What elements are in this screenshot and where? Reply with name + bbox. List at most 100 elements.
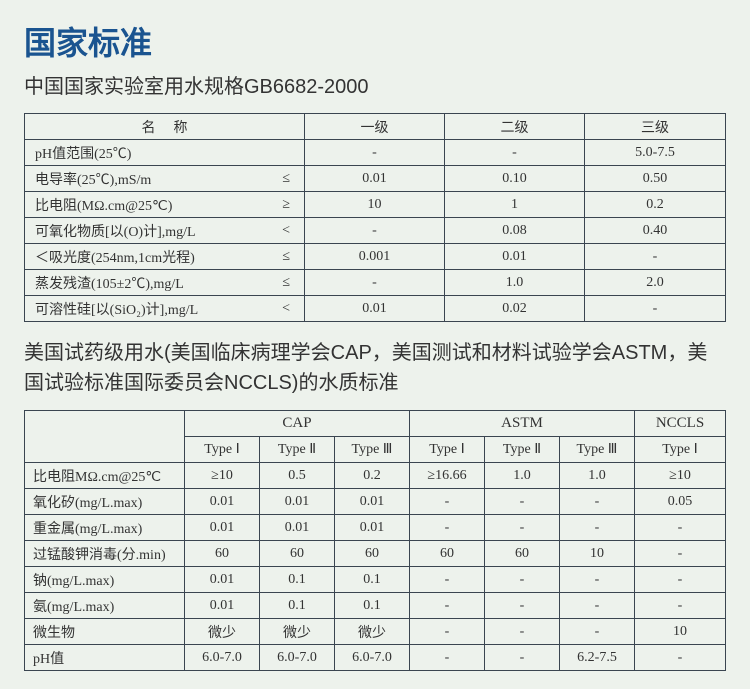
cell: 10	[635, 619, 726, 645]
table-row: 钠(mg/L.max)0.010.10.1----	[25, 567, 726, 593]
group-nccls: NCCLS	[635, 411, 726, 437]
cell: 1.0	[560, 463, 635, 489]
cell: -	[560, 515, 635, 541]
sub-astm-2: Type Ⅱ	[485, 437, 560, 463]
sub-astm-3: Type Ⅲ	[560, 437, 635, 463]
cell: 0.2	[585, 192, 726, 218]
cell: 5.0-7.5	[585, 140, 726, 166]
sub-astm-1: Type Ⅰ	[410, 437, 485, 463]
cell: 6.2-7.5	[560, 645, 635, 671]
table-row: pH值范围(25℃)--5.0-7.5	[25, 140, 726, 166]
table-us-standards: CAP ASTM NCCLS Type Ⅰ Type Ⅱ Type Ⅲ Type…	[24, 410, 726, 671]
table-row: 氧化矽(mg/L.max)0.010.010.01---0.05	[25, 489, 726, 515]
cell: 1.0	[445, 270, 585, 296]
table-row: 电导率(25℃),mS/m≤0.010.100.50	[25, 166, 726, 192]
cell: 60	[260, 541, 335, 567]
row-operator: ≤	[282, 249, 290, 265]
cell: -	[485, 515, 560, 541]
cell: 10	[305, 192, 445, 218]
cell: 0.01	[260, 489, 335, 515]
cell: -	[485, 593, 560, 619]
cell: 60	[410, 541, 485, 567]
col-level2: 二级	[445, 114, 585, 140]
cell: ≥10	[185, 463, 260, 489]
group-astm: ASTM	[410, 411, 635, 437]
cell: 2.0	[585, 270, 726, 296]
cell: 微少	[260, 619, 335, 645]
cell: 0.01	[260, 515, 335, 541]
cell: -	[305, 218, 445, 244]
col-level3: 三级	[585, 114, 726, 140]
cell: -	[560, 619, 635, 645]
row-label: 氧化矽(mg/L.max)	[25, 489, 185, 515]
cell: 60	[335, 541, 410, 567]
row-label: 重金属(mg/L.max)	[25, 515, 185, 541]
row-label: 可氧化物质[以(O)计],mg/L<	[25, 218, 305, 244]
cell: -	[560, 593, 635, 619]
cell: -	[485, 619, 560, 645]
cell: -	[635, 567, 726, 593]
cell: 0.10	[445, 166, 585, 192]
cell: -	[410, 567, 485, 593]
cell: -	[635, 515, 726, 541]
row-label: 微生物	[25, 619, 185, 645]
cell: 1.0	[485, 463, 560, 489]
cell: 0.01	[335, 515, 410, 541]
cell: -	[445, 140, 585, 166]
cell: 0.01	[185, 489, 260, 515]
cell: -	[485, 567, 560, 593]
cell: 6.0-7.0	[335, 645, 410, 671]
row-label: 电导率(25℃),mS/m≤	[25, 166, 305, 192]
cell: -	[410, 489, 485, 515]
cell: -	[635, 541, 726, 567]
cell: 60	[485, 541, 560, 567]
cell: -	[560, 489, 635, 515]
cell: 0.1	[260, 567, 335, 593]
cell: 6.0-7.0	[260, 645, 335, 671]
cell: ≥10	[635, 463, 726, 489]
cell: -	[635, 645, 726, 671]
sub-cap-2: Type Ⅱ	[260, 437, 335, 463]
cell: 0.05	[635, 489, 726, 515]
row-label: pH值	[25, 645, 185, 671]
row-label: 可溶性硅[以(SiO₂)计],mg/L<	[25, 296, 305, 322]
table-row: pH值6.0-7.06.0-7.06.0-7.0--6.2-7.5-	[25, 645, 726, 671]
col-blank	[25, 411, 185, 463]
table-row: 微生物微少微少微少---10	[25, 619, 726, 645]
cell: 微少	[185, 619, 260, 645]
row-operator: ≥	[282, 197, 290, 213]
row-label: 钠(mg/L.max)	[25, 567, 185, 593]
row-label: 比电阻MΩ.cm@25℃	[25, 463, 185, 489]
cell: -	[410, 515, 485, 541]
row-operator: ≤	[282, 171, 290, 187]
table-row: 重金属(mg/L.max)0.010.010.01----	[25, 515, 726, 541]
cell: 0.01	[185, 593, 260, 619]
table-row: 氨(mg/L.max)0.010.10.1----	[25, 593, 726, 619]
table-row: 比电阻(MΩ.cm@25℃)≥1010.2	[25, 192, 726, 218]
cell: -	[410, 593, 485, 619]
cell: 0.08	[445, 218, 585, 244]
row-label: 氨(mg/L.max)	[25, 593, 185, 619]
cell: 10	[560, 541, 635, 567]
col-level1: 一级	[305, 114, 445, 140]
table-row: 可氧化物质[以(O)计],mg/L<-0.080.40	[25, 218, 726, 244]
cell: -	[410, 619, 485, 645]
row-label: 比电阻(MΩ.cm@25℃)≥	[25, 192, 305, 218]
row-label: 过锰酸钾消毒(分.min)	[25, 541, 185, 567]
cell: -	[305, 270, 445, 296]
table-gb6682: 名称 一级 二级 三级 pH值范围(25℃)--5.0-7.5电导率(25℃),…	[24, 113, 726, 322]
table-group-row: CAP ASTM NCCLS	[25, 411, 726, 437]
cell: 0.01	[185, 567, 260, 593]
row-operator: <	[282, 301, 290, 317]
cell: 0.40	[585, 218, 726, 244]
cell: 0.1	[260, 593, 335, 619]
sub-cap-1: Type Ⅰ	[185, 437, 260, 463]
cell: 60	[185, 541, 260, 567]
cell: -	[485, 645, 560, 671]
sub-cap-3: Type Ⅲ	[335, 437, 410, 463]
cell: 0.01	[185, 515, 260, 541]
cell: -	[410, 645, 485, 671]
cell: -	[635, 593, 726, 619]
table-row: ＜吸光度(254nm,1cm光程)≤0.0010.01-	[25, 244, 726, 270]
row-label: pH值范围(25℃)	[25, 140, 305, 166]
